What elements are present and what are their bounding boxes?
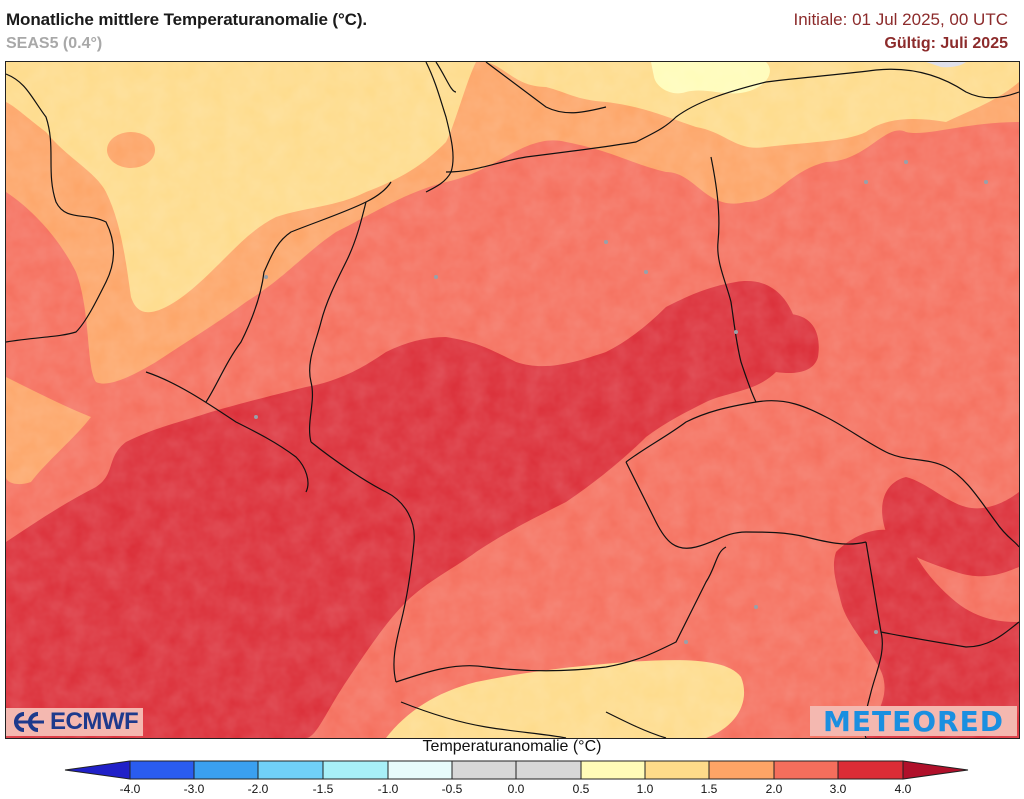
colorbar-tick: -1.5 [312,782,334,796]
colorbar-below-arrow [64,760,131,780]
country-borders [6,62,1019,738]
ecmwf-logo-text: ECMWF [50,708,139,735]
colorbar-tick: -2.0 [247,782,269,796]
colorbar-tick: 0.5 [572,782,590,796]
colorbar-tick: -4.0 [119,782,141,796]
colorbar-tick: 3.0 [829,782,847,796]
meteored-logo-text: METEORED [823,704,1004,738]
terrain-relief [6,62,1019,738]
valid-time-label: Gültig: Juli 2025 [884,35,1008,52]
colorbar-ticks: -4.0 -3.0 -2.0 -1.5 -1.0 -0.5 0.0 0.5 1.… [0,782,1024,798]
colorbar-tick: -1.0 [377,782,399,796]
colorbar-tick: 2.0 [765,782,783,796]
anomaly-contour-map [6,62,1019,738]
ecmwf-symbol-icon [14,712,44,732]
colorbar-tick: -0.5 [441,782,463,796]
colorbar-tick: -3.0 [183,782,205,796]
map-canvas[interactable] [5,61,1020,739]
chart-title: Monatliche mittlere Temperaturanomalie (… [6,10,368,29]
model-label: SEAS5 (0.4°) [6,35,103,52]
lakes [254,160,988,644]
colorbar-tick: 1.0 [636,782,654,796]
colorbar-tick: 1.5 [700,782,718,796]
ecmwf-logo: ECMWF [6,708,143,736]
colorbar-tick: 4.0 [894,782,912,796]
colorbar [64,760,969,780]
meteored-logo: METEORED [810,704,1017,738]
colorbar-label: Temperaturanomalie (°C) [422,738,602,755]
init-time-label: Initiale: 01 Jul 2025, 00 UTC [793,10,1008,29]
colorbar-tick: 0.0 [507,782,525,796]
colorbar-bins [129,760,904,780]
colorbar-above-arrow [902,760,969,780]
